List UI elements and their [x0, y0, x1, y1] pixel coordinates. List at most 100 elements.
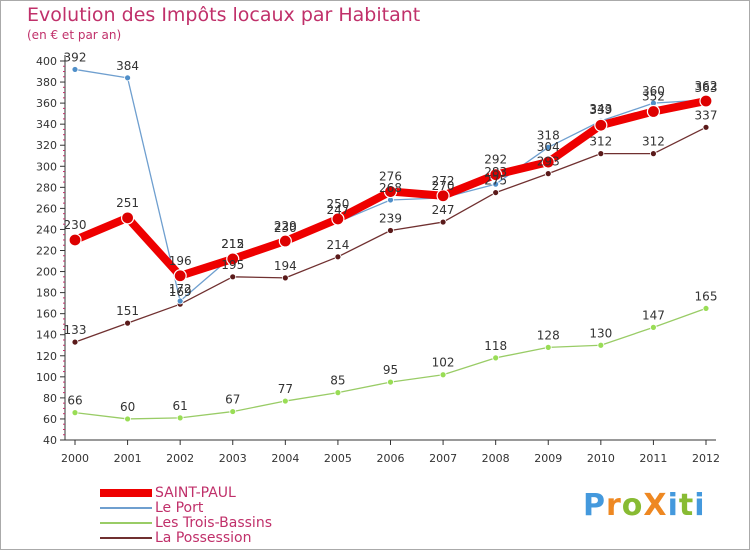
data-label: 214 [326, 238, 349, 252]
proxiti-logo: ProXiti [583, 488, 706, 523]
data-point [650, 323, 657, 331]
data-label: 61 [173, 399, 188, 413]
legend-label: Le Port [155, 500, 204, 516]
data-point [594, 118, 608, 132]
x-tick-label: 2004 [271, 452, 299, 465]
data-label: 304 [537, 140, 560, 154]
x-tick-label: 2008 [482, 452, 510, 465]
logo-letter: r [606, 488, 622, 523]
data-point [281, 274, 289, 282]
x-tick-label: 2012 [692, 452, 720, 465]
data-point [597, 150, 605, 158]
data-label: 151 [116, 304, 139, 318]
y-tick-label: 60 [43, 413, 57, 426]
data-label: 293 [537, 155, 560, 169]
logo-letter: i [667, 488, 679, 523]
data-label: 352 [642, 90, 665, 104]
data-point [331, 212, 345, 226]
y-tick-label: 120 [36, 350, 57, 363]
data-point [334, 253, 342, 261]
data-point [597, 341, 605, 349]
data-label: 384 [116, 59, 139, 73]
data-point [278, 234, 292, 248]
data-label: 230 [274, 221, 297, 235]
data-label: 196 [169, 254, 192, 268]
data-label: 212 [221, 237, 244, 251]
data-label: 102 [432, 356, 455, 370]
x-tick-label: 2001 [114, 452, 142, 465]
data-point [176, 297, 184, 305]
data-label: 362 [695, 79, 718, 93]
data-point [124, 415, 131, 423]
data-point [489, 168, 503, 182]
data-label: 392 [64, 50, 87, 64]
data-label: 215 [221, 237, 244, 251]
x-tick-label: 2000 [61, 452, 89, 465]
y-tick-label: 280 [36, 181, 57, 194]
x-tick-label: 2002 [166, 452, 194, 465]
data-label: 318 [537, 128, 560, 142]
data-point [334, 389, 342, 397]
data-label: 77 [278, 382, 293, 396]
data-point [124, 319, 131, 327]
data-label: 363 [695, 81, 718, 95]
data-point [702, 305, 710, 312]
data-label: 360 [642, 84, 665, 98]
data-label: 230 [64, 218, 87, 232]
data-label: 165 [695, 289, 718, 303]
data-point [71, 409, 79, 417]
data-point [71, 338, 79, 346]
data-label: 250 [326, 197, 349, 211]
data-point [173, 269, 187, 283]
data-point [544, 170, 552, 178]
x-tick-label: 2005 [324, 452, 352, 465]
data-point [383, 184, 398, 199]
data-label: 66 [67, 394, 82, 408]
data-label: 337 [695, 108, 718, 122]
data-label: 128 [537, 328, 560, 342]
data-point [387, 378, 394, 386]
data-label: 247 [326, 203, 349, 217]
data-label: 239 [379, 211, 402, 225]
legend-swatch [100, 537, 152, 539]
data-point [120, 211, 135, 225]
y-tick-label: 260 [36, 202, 57, 215]
data-point [544, 143, 552, 151]
y-tick-label: 80 [43, 392, 57, 405]
y-tick-label: 200 [36, 266, 57, 279]
data-point [439, 218, 447, 226]
legend-swatch [100, 522, 152, 524]
data-point [71, 66, 79, 73]
data-label: 292 [484, 153, 507, 167]
data-point [387, 227, 394, 234]
data-label: 251 [116, 196, 139, 210]
x-tick-label: 2010 [587, 452, 615, 465]
logo-letter: P [583, 488, 606, 523]
data-point [176, 414, 184, 422]
data-point [699, 94, 713, 108]
logo-letter: X [643, 488, 668, 523]
data-label: 118 [484, 339, 507, 353]
data-label: 283 [484, 165, 507, 179]
y-tick-label: 160 [36, 308, 57, 321]
data-label: 229 [274, 219, 297, 233]
data-label: 195 [221, 258, 244, 272]
x-tick-label: 2006 [377, 452, 405, 465]
y-tick-label: 40 [43, 434, 57, 447]
legend-label: Les Trois-Bassins [155, 515, 272, 531]
data-point [68, 233, 82, 247]
y-tick-label: 180 [36, 287, 57, 300]
y-tick-label: 140 [36, 329, 57, 342]
series-line-la-possession [74, 126, 707, 343]
data-point [226, 252, 240, 266]
chart-title: Evolution des Impôts locaux par Habitant [27, 4, 421, 26]
y-tick-label: 400 [36, 55, 57, 68]
legend-swatch [100, 507, 152, 509]
data-label: 60 [120, 400, 135, 414]
logo-letter: t [678, 488, 695, 523]
data-label: 169 [169, 285, 192, 299]
data-point [124, 74, 131, 82]
data-point [229, 273, 237, 281]
